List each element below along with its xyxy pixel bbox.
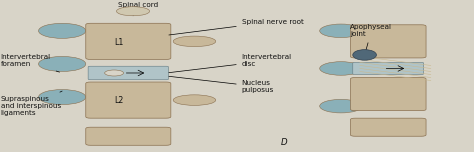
Ellipse shape [173, 36, 216, 47]
Text: Spinal nerve root: Spinal nerve root [169, 19, 304, 35]
FancyBboxPatch shape [353, 62, 424, 74]
FancyBboxPatch shape [350, 118, 426, 136]
FancyBboxPatch shape [350, 78, 426, 111]
Text: Apophyseal
joint: Apophyseal joint [350, 24, 392, 52]
FancyBboxPatch shape [350, 25, 426, 58]
FancyBboxPatch shape [88, 66, 168, 80]
FancyBboxPatch shape [86, 23, 171, 59]
Text: Nucleus
pulposus: Nucleus pulposus [169, 76, 274, 93]
Text: Intervertebral
disc: Intervertebral disc [169, 54, 292, 73]
FancyBboxPatch shape [86, 127, 171, 145]
Text: D: D [281, 138, 288, 147]
Text: L2: L2 [114, 96, 124, 105]
Ellipse shape [38, 90, 86, 105]
Ellipse shape [105, 70, 124, 76]
Ellipse shape [353, 50, 376, 60]
Text: Intervertebral
foramen: Intervertebral foramen [0, 54, 60, 72]
Text: Spinal cord: Spinal cord [118, 2, 158, 16]
Ellipse shape [117, 7, 150, 16]
Ellipse shape [319, 62, 362, 75]
Text: Supraspinous
and interspinous
ligaments: Supraspinous and interspinous ligaments [0, 91, 62, 116]
Text: L1: L1 [114, 38, 124, 47]
Ellipse shape [38, 56, 86, 71]
FancyBboxPatch shape [86, 82, 171, 118]
Ellipse shape [38, 23, 86, 38]
Ellipse shape [319, 99, 362, 113]
Ellipse shape [173, 95, 216, 105]
Ellipse shape [319, 24, 362, 38]
